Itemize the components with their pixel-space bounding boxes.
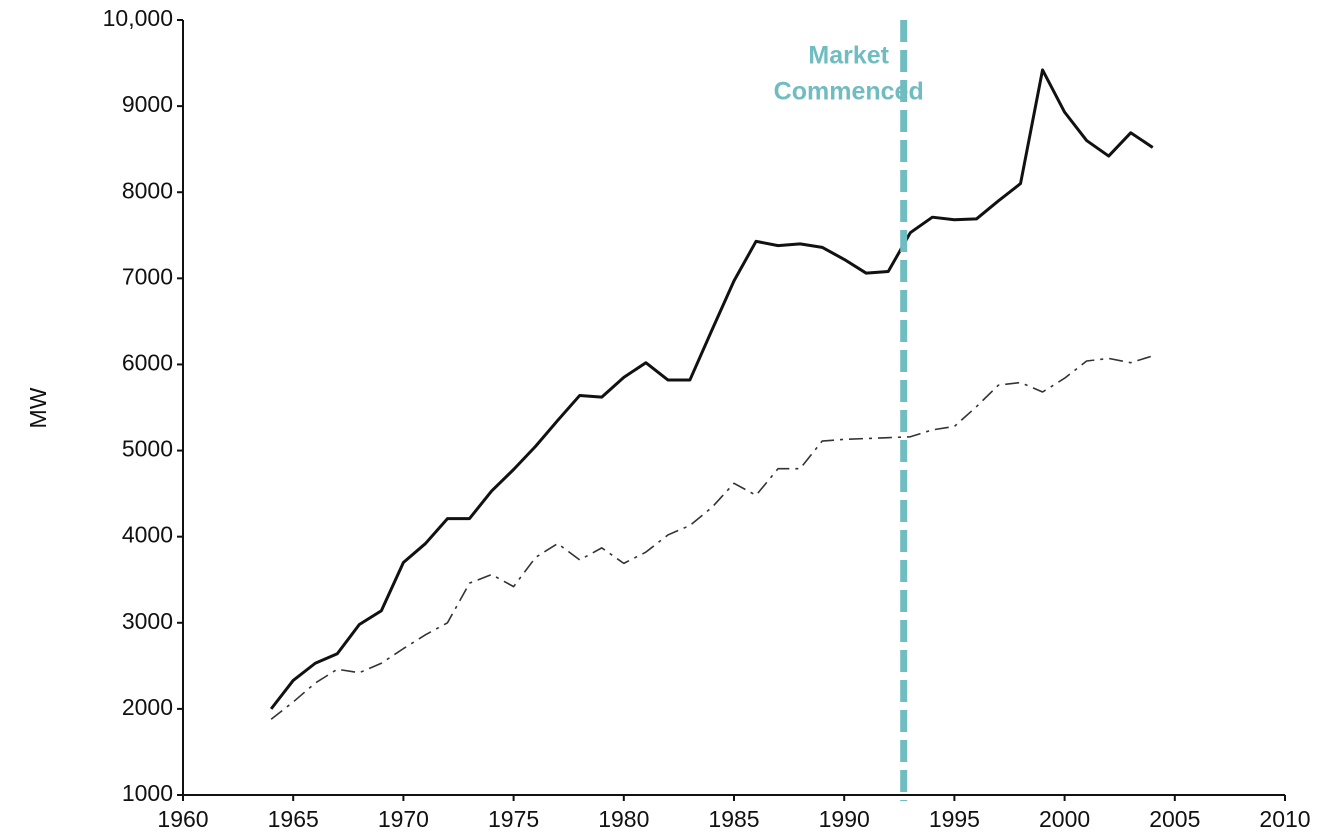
y-tick-label: 3000 — [122, 608, 173, 634]
x-tick-label: 1985 — [708, 806, 759, 832]
annotation-text: Market — [808, 42, 889, 70]
x-tick-label: 1960 — [157, 806, 208, 832]
y-axis-label: MW — [25, 387, 51, 428]
x-tick-label: 1980 — [598, 806, 649, 832]
y-tick-label: 6000 — [122, 350, 173, 376]
series-line — [269, 68, 1154, 710]
x-tick-label: 1970 — [378, 806, 429, 832]
x-tick-label: 2000 — [1039, 806, 1090, 832]
annotation-text: Commenced — [774, 78, 924, 106]
y-tick-label: 2000 — [122, 694, 173, 720]
y-tick-label: 10,000 — [103, 5, 173, 31]
x-tick-label: 2005 — [1149, 806, 1200, 832]
y-tick-label: 4000 — [122, 522, 173, 548]
x-tick-label: 2010 — [1259, 806, 1310, 832]
x-tick-label: 1995 — [929, 806, 980, 832]
series-line — [270, 355, 1153, 720]
x-tick-label: 1965 — [268, 806, 319, 832]
x-tick-label: 1990 — [819, 806, 870, 832]
y-tick-label: 8000 — [122, 177, 173, 203]
y-tick-label: 5000 — [122, 436, 173, 462]
x-tick-label: 1975 — [488, 806, 539, 832]
y-tick-label: 7000 — [122, 263, 173, 289]
y-tick-label: 1000 — [122, 780, 173, 806]
y-tick-label: 9000 — [122, 91, 173, 117]
